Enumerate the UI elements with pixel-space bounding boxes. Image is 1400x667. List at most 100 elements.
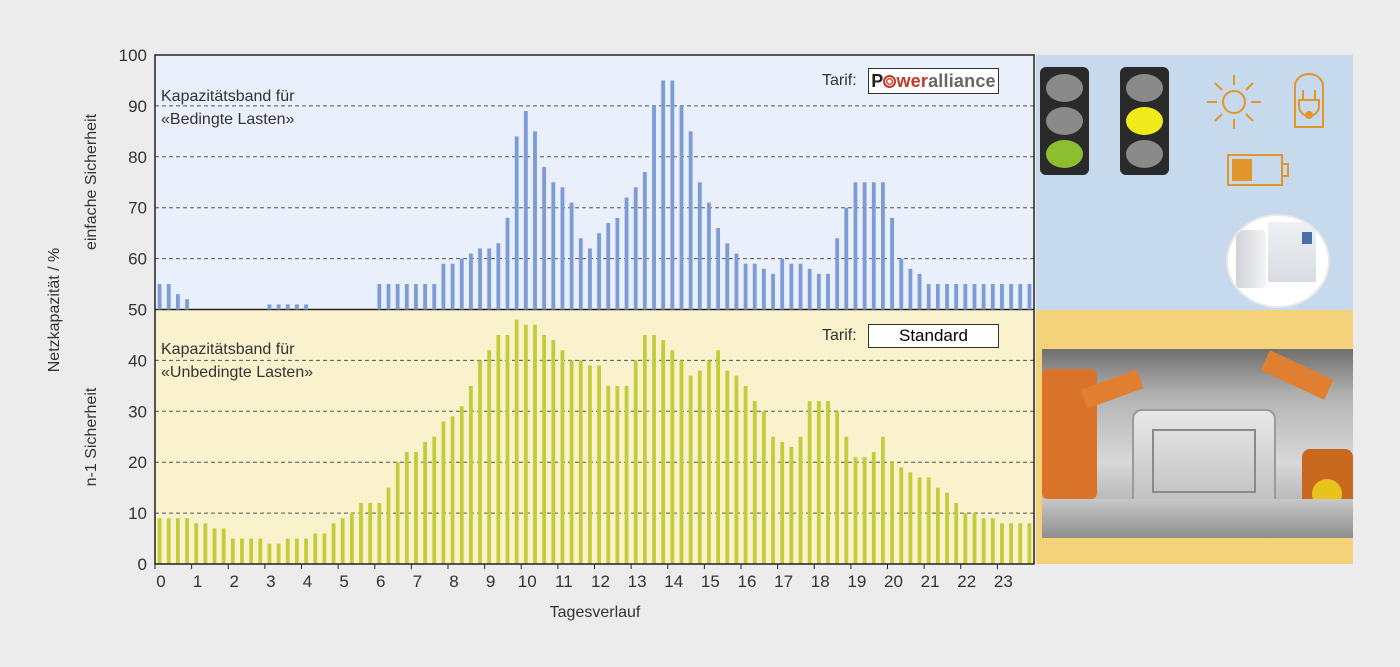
x-tick-label: 17: [774, 572, 793, 591]
upper-bar: [890, 217, 895, 310]
lower-bar: [194, 523, 199, 564]
upper-band-label-line2: «Bedingte Lasten»: [161, 111, 295, 128]
y-tick-label: 20: [128, 453, 147, 472]
x-tick-label: 10: [518, 572, 537, 591]
lower-bar: [514, 319, 519, 564]
lower-bar: [761, 411, 766, 564]
lower-bar: [166, 518, 171, 564]
lower-bar: [642, 334, 647, 564]
lower-bar: [203, 523, 208, 564]
lower-bar: [414, 452, 418, 564]
lower-bar: [267, 543, 272, 564]
upper-bar: [560, 187, 565, 310]
lower-bar: [359, 502, 363, 564]
upper-bar: [981, 284, 986, 310]
upper-bar: [157, 284, 162, 310]
upper-bar: [798, 263, 803, 310]
lower-bar: [377, 502, 382, 564]
upper-bar: [835, 238, 840, 310]
lower-bar: [468, 385, 473, 564]
lower-bar: [935, 487, 940, 564]
lower-bar: [688, 375, 693, 564]
lower-bar: [459, 406, 464, 564]
x-tick-label: 16: [738, 572, 757, 591]
lower-bar: [670, 350, 675, 564]
lower-bar: [340, 518, 345, 564]
lower-bar: [249, 538, 254, 564]
lower-bar: [725, 370, 730, 564]
lower-bar: [853, 457, 858, 564]
lower-axis-label: n-1 Sicherheit: [83, 387, 100, 486]
upper-bar: [633, 187, 638, 310]
lower-bar: [395, 462, 400, 564]
lower-bar: [734, 375, 739, 564]
lower-bar: [542, 334, 547, 564]
upper-bar: [304, 304, 309, 310]
upper-bar: [697, 182, 702, 310]
x-tick-label: 9: [486, 572, 495, 591]
upper-bar: [185, 299, 189, 310]
upper-bar: [542, 166, 547, 310]
y-axis-label: Netzkapazität / %: [46, 248, 63, 373]
upper-bar: [441, 263, 446, 310]
lower-band-label-line1: Kapazitätsband für: [161, 341, 295, 358]
lower-bar: [880, 436, 885, 564]
lower-bar: [185, 518, 189, 564]
battery-icon: [1227, 154, 1289, 186]
upper-bar: [853, 182, 858, 310]
x-tick-label: 0: [156, 572, 165, 591]
upper-bar: [377, 284, 382, 310]
lower-band-background: [155, 309, 1034, 564]
upper-bar: [752, 263, 757, 310]
traffic-light-green-icon: [1040, 67, 1089, 175]
upper-bar: [844, 207, 849, 310]
lower-bar: [771, 436, 775, 564]
upper-bar: [496, 243, 501, 310]
lower-bar: [276, 543, 281, 564]
upper-bar: [734, 253, 739, 310]
lower-bar: [835, 411, 840, 564]
x-tick-label: 22: [957, 572, 976, 591]
y-tick-label: 30: [128, 402, 147, 421]
x-tick-label: 1: [193, 572, 202, 591]
y-tick-label: 70: [128, 199, 147, 218]
upper-bar: [606, 222, 611, 310]
upper-bar: [285, 304, 290, 310]
upper-bar: [908, 268, 913, 310]
plug-icon: [1294, 73, 1324, 128]
upper-bar: [935, 284, 940, 310]
x-tick-label: 20: [884, 572, 903, 591]
lower-bar: [981, 518, 986, 564]
upper-bar: [414, 284, 418, 310]
lower-bar: [716, 350, 721, 564]
lower-bar: [798, 436, 803, 564]
lower-bar: [157, 518, 162, 564]
lower-bar: [240, 538, 244, 564]
upper-bar: [743, 263, 748, 310]
upper-bar: [807, 268, 812, 310]
upper-bar: [615, 217, 620, 310]
upper-bar: [688, 131, 693, 310]
upper-bar: [642, 172, 647, 310]
lower-bar: [890, 462, 895, 564]
upper-bar: [771, 273, 775, 310]
lower-bar: [652, 334, 656, 564]
lower-bar: [322, 533, 327, 564]
upper-bar: [166, 284, 171, 310]
lower-bar: [807, 401, 812, 564]
upper-bar: [404, 284, 409, 310]
lower-bar: [578, 360, 583, 564]
upper-bar: [551, 182, 556, 310]
x-tick-label: 13: [628, 572, 647, 591]
upper-bar: [294, 304, 299, 310]
upper-bar: [1000, 284, 1004, 310]
upper-bar: [679, 105, 684, 310]
lower-bar: [523, 324, 528, 564]
upper-bar: [716, 228, 721, 310]
upper-bar: [780, 258, 785, 310]
lower-bar: [661, 340, 666, 564]
lower-bar: [917, 477, 922, 564]
charging-station-image: [1226, 214, 1330, 308]
lower-bar: [1000, 523, 1004, 564]
lower-bar: [294, 538, 299, 564]
